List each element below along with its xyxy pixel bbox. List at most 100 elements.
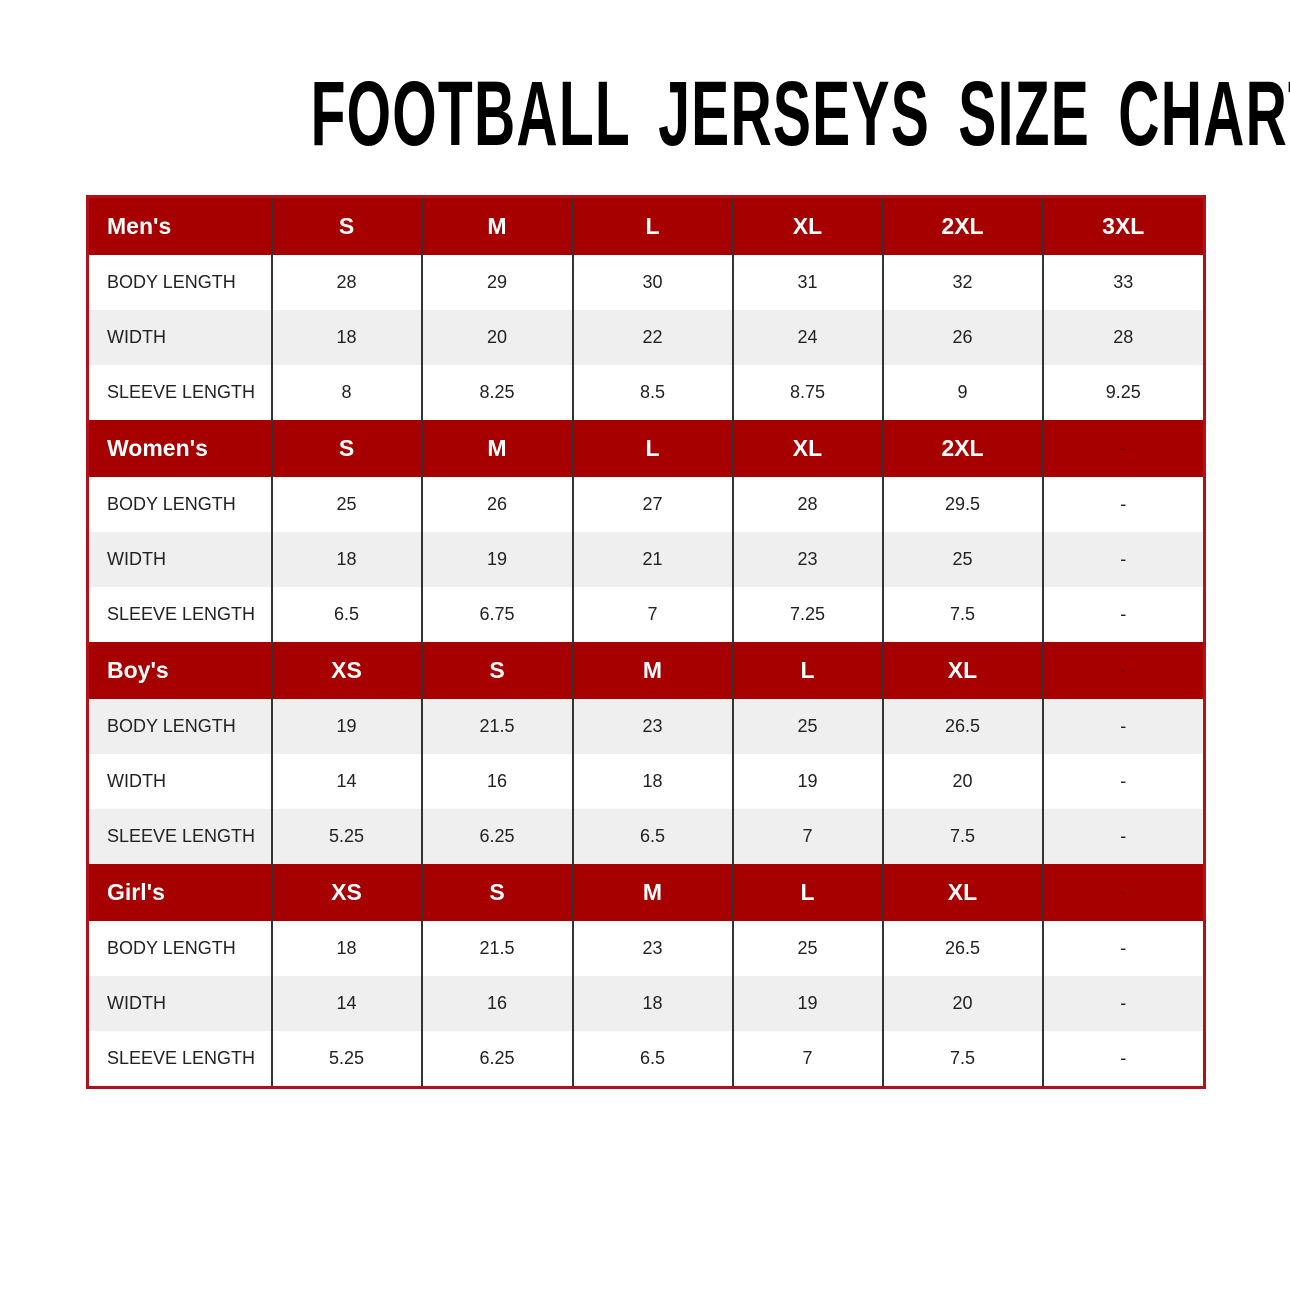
size-label: M <box>571 642 733 699</box>
measure-row: SLEEVE LENGTH 6.5 6.75 7 7.25 7.5- <box>87 587 1205 642</box>
measure-value: 24 <box>731 310 883 365</box>
measure-value: 6.5 <box>270 587 422 642</box>
size-label: 2XL <box>881 420 1043 477</box>
measure-value: 18 <box>571 976 733 1031</box>
measure-value: 25 <box>270 477 422 532</box>
section-title: Boy's <box>87 642 272 699</box>
measure-value: 7.5 <box>881 1031 1043 1088</box>
measure-label: BODY LENGTH <box>87 255 272 310</box>
measure-value: 21.5 <box>420 921 573 976</box>
section-header: Men's S M L XL 2XL 3XL <box>87 196 1205 255</box>
measure-value: 14 <box>270 754 422 809</box>
measure-label: SLEEVE LENGTH <box>87 587 272 642</box>
measure-value: 31 <box>731 255 883 310</box>
section-header: Women's S M L XL 2XL - <box>87 420 1205 477</box>
measure-row: WIDTH 14 16 18 19 20- <box>87 976 1205 1031</box>
title-bar: FOOTBALL JERSEYS SIZE CHART <box>0 62 1290 165</box>
size-label: XL <box>731 196 883 255</box>
measure-value: 6.5 <box>571 809 733 864</box>
measure-label: WIDTH <box>87 310 272 365</box>
measure-value: 20 <box>881 976 1043 1031</box>
size-label: XL <box>731 420 883 477</box>
measure-value: - <box>1041 976 1205 1031</box>
size-label: S <box>420 642 573 699</box>
measure-value: 7.5 <box>881 809 1043 864</box>
size-label: - <box>1041 642 1205 699</box>
measure-value: 5.25 <box>270 809 422 864</box>
section-header: Boy's XS S M L XL - <box>87 642 1205 699</box>
measure-value: 21 <box>571 532 733 587</box>
measure-value: 23 <box>571 699 733 754</box>
measure-row: BODY LENGTH 19 21.5 23 25 26.5- <box>87 699 1205 754</box>
measure-value: 7.25 <box>731 587 883 642</box>
measure-value: 8.25 <box>420 365 573 420</box>
measure-value: 7.5 <box>881 587 1043 642</box>
measure-value: 26 <box>881 310 1043 365</box>
measure-value: 29.5 <box>881 477 1043 532</box>
size-label: XL <box>881 864 1043 921</box>
measure-value: 29 <box>420 255 573 310</box>
measure-value: 6.25 <box>420 809 573 864</box>
measure-label: BODY LENGTH <box>87 699 272 754</box>
measure-row: BODY LENGTH 25 26 27 28 29.5- <box>87 477 1205 532</box>
measure-value: 19 <box>270 699 422 754</box>
measure-label: WIDTH <box>87 976 272 1031</box>
measure-value: - <box>1041 699 1205 754</box>
size-label: L <box>731 642 883 699</box>
measure-value: 16 <box>420 754 573 809</box>
measure-value: 6.25 <box>420 1031 573 1088</box>
measure-value: - <box>1041 1031 1205 1088</box>
measure-value: 18 <box>270 532 422 587</box>
measure-row: SLEEVE LENGTH 8 8.25 8.5 8.75 9 9.25 <box>87 365 1205 420</box>
measure-value: 28 <box>270 255 422 310</box>
measure-value: 6.5 <box>571 1031 733 1088</box>
size-label: M <box>420 420 573 477</box>
measure-value: 25 <box>731 699 883 754</box>
measure-value: 28 <box>1041 310 1205 365</box>
measure-value: 8 <box>270 365 422 420</box>
size-label: S <box>270 420 422 477</box>
size-label: - <box>1041 420 1205 477</box>
measure-value: 30 <box>571 255 733 310</box>
measure-row: SLEEVE LENGTH 5.25 6.25 6.5 7 7.5- <box>87 809 1205 864</box>
size-label: 2XL <box>881 196 1043 255</box>
measure-value: 18 <box>270 310 422 365</box>
measure-value: 14 <box>270 976 422 1031</box>
measure-value: - <box>1041 532 1205 587</box>
section-header: Girl's XS S M L XL - <box>87 864 1205 921</box>
measure-label: SLEEVE LENGTH <box>87 365 272 420</box>
measure-value: 16 <box>420 976 573 1031</box>
measure-value: 28 <box>731 477 883 532</box>
measure-value: 25 <box>731 921 883 976</box>
size-table: Men's S M L XL 2XL 3XL BODY LENGTH 28 29 30 31 32 33 W… <box>86 195 1206 1089</box>
size-label: XL <box>881 642 1043 699</box>
measure-value: 19 <box>731 754 883 809</box>
measure-value: 20 <box>881 754 1043 809</box>
measure-value: - <box>1041 754 1205 809</box>
size-label: XS <box>270 864 422 921</box>
measure-value: 19 <box>420 532 573 587</box>
measure-value: 6.75 <box>420 587 573 642</box>
measure-value: 9.25 <box>1041 365 1205 420</box>
size-label: L <box>731 864 883 921</box>
size-label: L <box>571 420 733 477</box>
measure-value: 21.5 <box>420 699 573 754</box>
size-label: L <box>571 196 733 255</box>
size-label: S <box>270 196 422 255</box>
measure-value: - <box>1041 921 1205 976</box>
measure-row: WIDTH 14 16 18 19 20- <box>87 754 1205 809</box>
measure-row: SLEEVE LENGTH 5.25 6.25 6.5 7 7.5- <box>87 1031 1205 1088</box>
measure-value: 8.5 <box>571 365 733 420</box>
measure-value: 7 <box>731 1031 883 1088</box>
measure-label: WIDTH <box>87 532 272 587</box>
size-label: M <box>571 864 733 921</box>
measure-value: 7 <box>731 809 883 864</box>
section-title: Men's <box>87 196 272 255</box>
measure-value: 8.75 <box>731 365 883 420</box>
measure-value: 22 <box>571 310 733 365</box>
measure-value: - <box>1041 809 1205 864</box>
measure-value: 23 <box>731 532 883 587</box>
size-label: M <box>420 196 573 255</box>
size-label: 3XL <box>1041 196 1205 255</box>
